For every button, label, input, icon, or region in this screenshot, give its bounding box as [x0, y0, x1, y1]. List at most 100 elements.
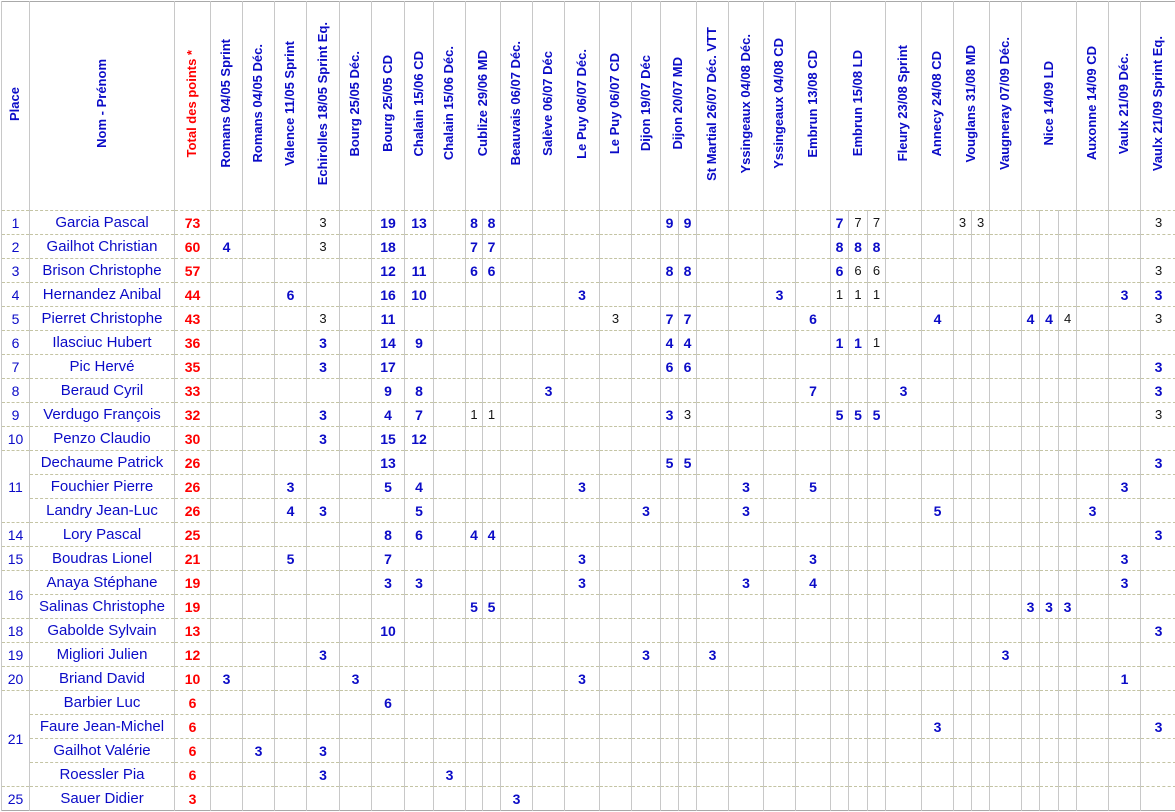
- empty-cell: [1141, 595, 1175, 619]
- empty-cell: [275, 379, 307, 403]
- empty-cell: [922, 763, 954, 787]
- empty-cell: [697, 739, 729, 763]
- empty-cell: [922, 691, 954, 715]
- score-cell: 3: [565, 571, 600, 595]
- score-cell: 11: [405, 259, 434, 283]
- empty-cell: [434, 451, 466, 475]
- empty-cell: [831, 355, 849, 379]
- empty-cell: [275, 763, 307, 787]
- empty-cell: [632, 715, 661, 739]
- score-cell: 3: [1109, 475, 1141, 499]
- empty-cell: [697, 763, 729, 787]
- empty-cell: [764, 547, 796, 571]
- empty-cell: [990, 595, 1022, 619]
- header-name-label: Nom - Prénom: [95, 59, 109, 148]
- empty-cell: [275, 619, 307, 643]
- place-cell: 15: [2, 547, 30, 571]
- empty-cell: [1022, 667, 1040, 691]
- empty-cell: [1059, 211, 1077, 235]
- empty-cell: [972, 715, 990, 739]
- empty-cell: [600, 787, 632, 811]
- empty-cell: [632, 403, 661, 427]
- empty-cell: [661, 739, 679, 763]
- empty-cell: [466, 691, 483, 715]
- empty-cell: [972, 283, 990, 307]
- empty-cell: [405, 595, 434, 619]
- empty-cell: [796, 427, 831, 451]
- empty-cell: [275, 571, 307, 595]
- name-cell: Ilasciuc Hubert: [30, 331, 175, 355]
- empty-cell: [1109, 523, 1141, 547]
- header-event: Cublize 29/06 MD: [466, 2, 501, 211]
- header-name: Nom - Prénom: [30, 2, 175, 211]
- empty-cell: [661, 283, 679, 307]
- score-cell: 4: [1022, 307, 1040, 331]
- score-cell-not-counted: 6: [849, 259, 868, 283]
- empty-cell: [307, 595, 340, 619]
- empty-cell: [796, 211, 831, 235]
- empty-cell: [483, 643, 501, 667]
- empty-cell: [632, 427, 661, 451]
- header-event: Salève 06/07 Déc: [533, 2, 565, 211]
- empty-cell: [1109, 307, 1141, 331]
- empty-cell: [886, 427, 922, 451]
- empty-cell: [211, 427, 243, 451]
- empty-cell: [868, 715, 886, 739]
- empty-cell: [434, 643, 466, 667]
- header-event-label: Romans 04/05 Sprint: [219, 39, 233, 168]
- empty-cell: [632, 571, 661, 595]
- empty-cell: [729, 307, 764, 331]
- empty-cell: [340, 355, 372, 379]
- score-cell: 3: [565, 547, 600, 571]
- empty-cell: [922, 427, 954, 451]
- empty-cell: [405, 355, 434, 379]
- empty-cell: [679, 523, 697, 547]
- empty-cell: [600, 403, 632, 427]
- header-event-label: Fleury 23/08 Sprint: [896, 45, 910, 161]
- empty-cell: [405, 643, 434, 667]
- empty-cell: [405, 547, 434, 571]
- score-cell-not-counted: 3: [307, 211, 340, 235]
- empty-cell: [679, 283, 697, 307]
- empty-cell: [1059, 523, 1077, 547]
- empty-cell: [922, 283, 954, 307]
- empty-cell: [243, 355, 275, 379]
- empty-cell: [849, 547, 868, 571]
- empty-cell: [340, 739, 372, 763]
- empty-cell: [483, 763, 501, 787]
- empty-cell: [729, 211, 764, 235]
- empty-cell: [1141, 427, 1175, 451]
- empty-cell: [434, 427, 466, 451]
- score-cell: 8: [849, 235, 868, 259]
- empty-cell: [990, 331, 1022, 355]
- empty-cell: [1077, 451, 1109, 475]
- empty-cell: [501, 499, 533, 523]
- empty-cell: [990, 307, 1022, 331]
- empty-cell: [868, 523, 886, 547]
- empty-cell: [886, 355, 922, 379]
- empty-cell: [1022, 211, 1040, 235]
- empty-cell: [1022, 643, 1040, 667]
- empty-cell: [796, 619, 831, 643]
- score-cell: 3: [307, 763, 340, 787]
- empty-cell: [831, 787, 849, 811]
- empty-cell: [1040, 379, 1059, 403]
- empty-cell: [434, 691, 466, 715]
- empty-cell: [972, 787, 990, 811]
- empty-cell: [600, 763, 632, 787]
- empty-cell: [954, 691, 972, 715]
- empty-cell: [501, 547, 533, 571]
- empty-cell: [954, 307, 972, 331]
- name-cell: Barbier Luc: [30, 691, 175, 715]
- empty-cell: [1109, 691, 1141, 715]
- score-cell: 3: [307, 403, 340, 427]
- empty-cell: [990, 403, 1022, 427]
- score-cell-not-counted: 6: [868, 259, 886, 283]
- empty-cell: [922, 667, 954, 691]
- empty-cell: [1059, 667, 1077, 691]
- empty-cell: [600, 643, 632, 667]
- score-cell: 3: [1141, 523, 1175, 547]
- empty-cell: [849, 379, 868, 403]
